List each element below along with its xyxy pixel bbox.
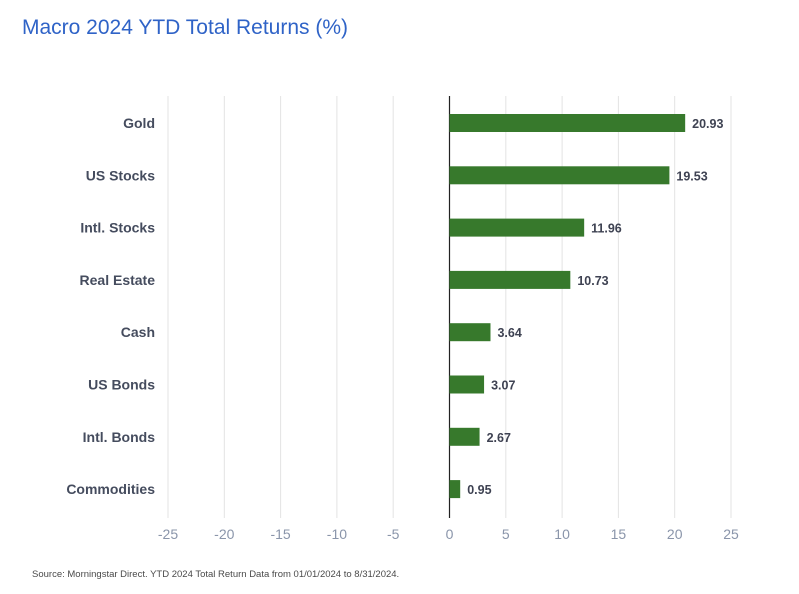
x-tick-label: -25 xyxy=(158,526,178,542)
x-tick-label: 5 xyxy=(502,526,510,542)
value-label: 20.93 xyxy=(692,117,723,131)
x-tick-label: 25 xyxy=(723,526,739,542)
x-tick-label: 0 xyxy=(446,526,454,542)
x-tick-label: 20 xyxy=(667,526,683,542)
x-tick-label: -5 xyxy=(387,526,400,542)
source-note: Source: Morningstar Direct. YTD 2024 Tot… xyxy=(32,569,400,580)
value-label: 19.53 xyxy=(676,169,707,183)
category-label: Intl. Bonds xyxy=(83,429,156,445)
bar xyxy=(449,270,571,289)
value-label: 3.64 xyxy=(497,326,521,340)
category-label: Real Estate xyxy=(80,272,156,288)
x-tick-label: -10 xyxy=(327,526,347,542)
category-label: Gold xyxy=(123,115,155,131)
x-tick-label: 10 xyxy=(554,526,570,542)
x-tick-label: -15 xyxy=(270,526,290,542)
bar xyxy=(449,218,585,237)
bar xyxy=(449,166,670,185)
labels: -25 -20 -15 -10 -5 0 5 10 15 20 25 Gold 20.93 US Stoc… xyxy=(66,115,739,542)
value-label: 3.07 xyxy=(491,379,515,393)
bar xyxy=(449,114,686,132)
category-label: Intl. Stocks xyxy=(80,220,155,236)
category-label: US Bonds xyxy=(88,377,155,393)
bar xyxy=(449,323,491,342)
value-label: 0.95 xyxy=(467,483,491,497)
x-tick-label: -20 xyxy=(214,526,234,542)
bars xyxy=(449,114,686,499)
value-label: 2.67 xyxy=(487,431,511,445)
category-label: Cash xyxy=(121,324,155,340)
chart-title: Macro 2024 YTD Total Returns (%) xyxy=(22,16,349,39)
x-tick-label: 15 xyxy=(611,526,627,542)
grid-lines xyxy=(167,96,732,518)
value-label: 10.73 xyxy=(577,274,608,288)
value-label: 11.96 xyxy=(591,222,622,236)
bar xyxy=(449,480,461,499)
category-label: US Stocks xyxy=(86,167,155,183)
bar xyxy=(449,375,485,394)
bar xyxy=(449,427,480,446)
category-label: Commodities xyxy=(66,481,155,497)
